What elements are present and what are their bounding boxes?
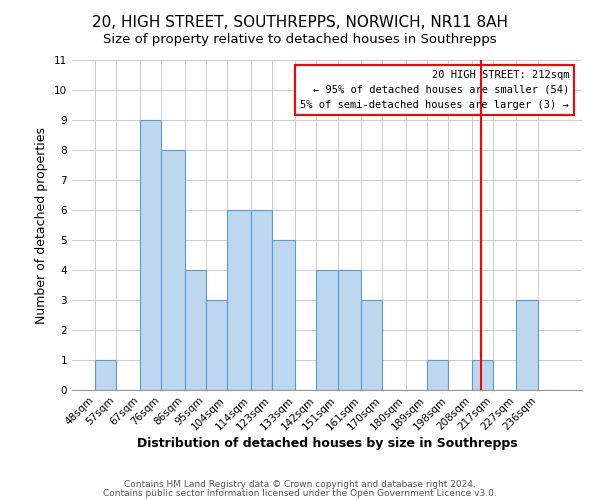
Text: Size of property relative to detached houses in Southrepps: Size of property relative to detached ho…: [103, 32, 497, 46]
Bar: [95, 360, 116, 390]
Text: Contains HM Land Registry data © Crown copyright and database right 2024.: Contains HM Land Registry data © Crown c…: [124, 480, 476, 489]
Bar: [338, 270, 361, 390]
Bar: [161, 150, 185, 390]
Bar: [251, 210, 272, 390]
Bar: [185, 270, 206, 390]
Bar: [361, 300, 382, 390]
Bar: [206, 300, 227, 390]
Text: 20, HIGH STREET, SOUTHREPPS, NORWICH, NR11 8AH: 20, HIGH STREET, SOUTHREPPS, NORWICH, NR…: [92, 15, 508, 30]
Bar: [316, 270, 338, 390]
Text: Contains public sector information licensed under the Open Government Licence v3: Contains public sector information licen…: [103, 489, 497, 498]
Text: 20 HIGH STREET: 212sqm
← 95% of detached houses are smaller (54)
5% of semi-deta: 20 HIGH STREET: 212sqm ← 95% of detached…: [301, 70, 569, 110]
Bar: [427, 360, 448, 390]
Bar: [517, 300, 538, 390]
Y-axis label: Number of detached properties: Number of detached properties: [35, 126, 49, 324]
Bar: [227, 210, 251, 390]
Bar: [272, 240, 295, 390]
Bar: [140, 120, 161, 390]
Bar: [472, 360, 493, 390]
X-axis label: Distribution of detached houses by size in Southrepps: Distribution of detached houses by size …: [137, 438, 517, 450]
